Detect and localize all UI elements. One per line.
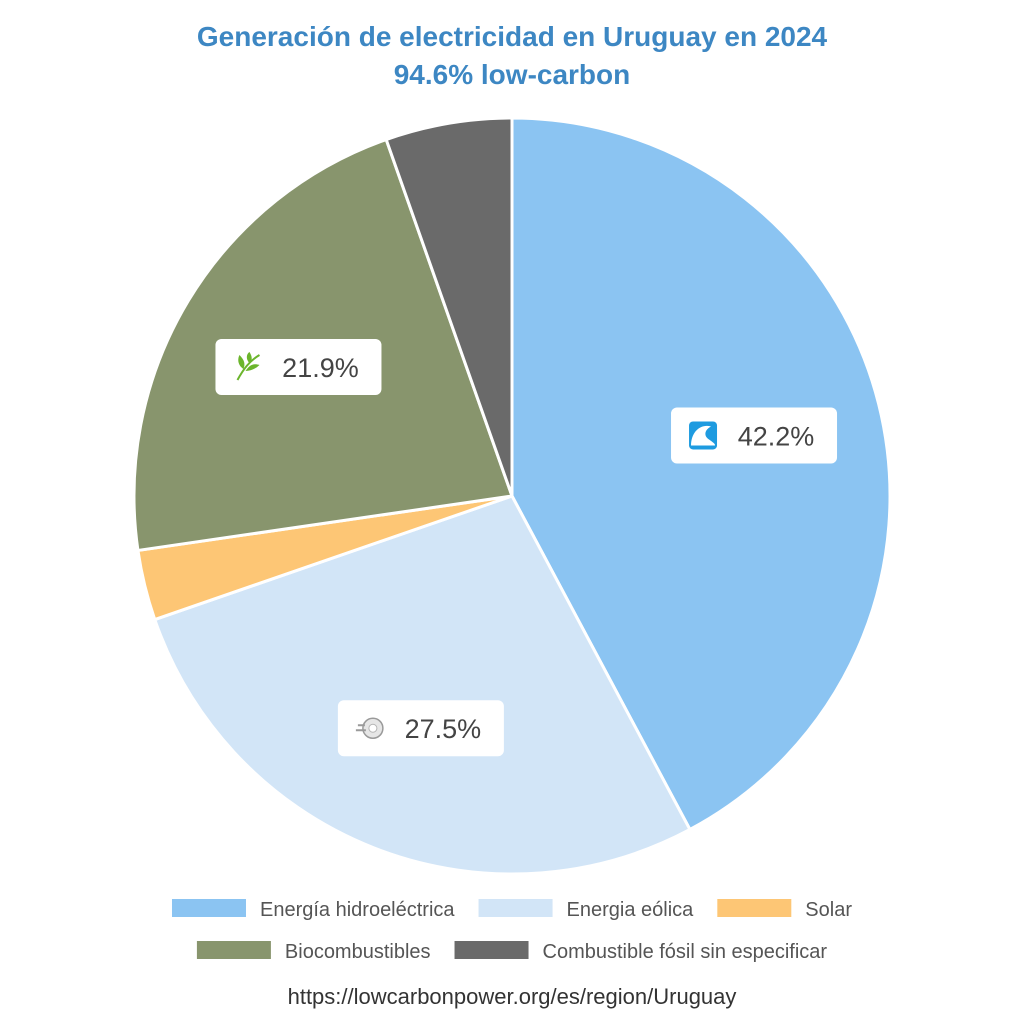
- legend-label: Energía hidroeléctrica: [260, 899, 455, 921]
- chart-subtitle: 94.6% low-carbon: [394, 59, 631, 90]
- slice-label-box: [337, 700, 504, 757]
- wind-icon: [355, 717, 384, 739]
- legend-swatch: [454, 941, 529, 959]
- slice-label-text: 21.9%: [282, 353, 359, 383]
- legend-label: Solar: [805, 899, 852, 921]
- leaf-icon: [236, 351, 260, 381]
- legend-item[interactable]: Solar: [717, 899, 852, 921]
- legend-swatch: [196, 941, 271, 959]
- slice-label-text: 27.5%: [405, 714, 482, 744]
- slice-labels: 42.2% 27.5% 21.9%: [215, 338, 838, 757]
- pie-slice: [384, 116, 514, 497]
- slice-label-text: 42.2%: [738, 421, 815, 451]
- legend: Energía hidroeléctrica Energia eólica Sola…: [171, 899, 852, 963]
- legend-item[interactable]: Energia eólica: [478, 899, 695, 921]
- legend-item[interactable]: Energía hidroeléctrica: [171, 899, 455, 921]
- pie-slices: [132, 116, 892, 876]
- chart-title: Generación de electricidad en Uruguay en…: [197, 21, 828, 52]
- slice-label-box: [215, 338, 382, 395]
- legend-item[interactable]: Biocombustibles: [196, 941, 431, 963]
- legend-swatch: [478, 899, 553, 917]
- slice-label: 21.9%: [215, 338, 382, 395]
- legend-item[interactable]: Combustible fósil sin especificar: [454, 941, 828, 963]
- water-wave-icon: [689, 421, 718, 450]
- slice-label: 42.2%: [671, 407, 838, 464]
- legend-swatch: [717, 899, 792, 917]
- pie-slice: [152, 494, 692, 876]
- legend-label: Biocombustibles: [285, 941, 431, 963]
- source-url[interactable]: https://lowcarbonpower.org/es/region/Uru…: [288, 984, 737, 1009]
- legend-swatch: [171, 899, 246, 917]
- pie-slice: [510, 116, 892, 832]
- slice-label: 27.5%: [337, 700, 504, 757]
- legend-label: Energia eólica: [567, 899, 695, 921]
- legend-label: Combustible fósil sin especificar: [543, 941, 828, 963]
